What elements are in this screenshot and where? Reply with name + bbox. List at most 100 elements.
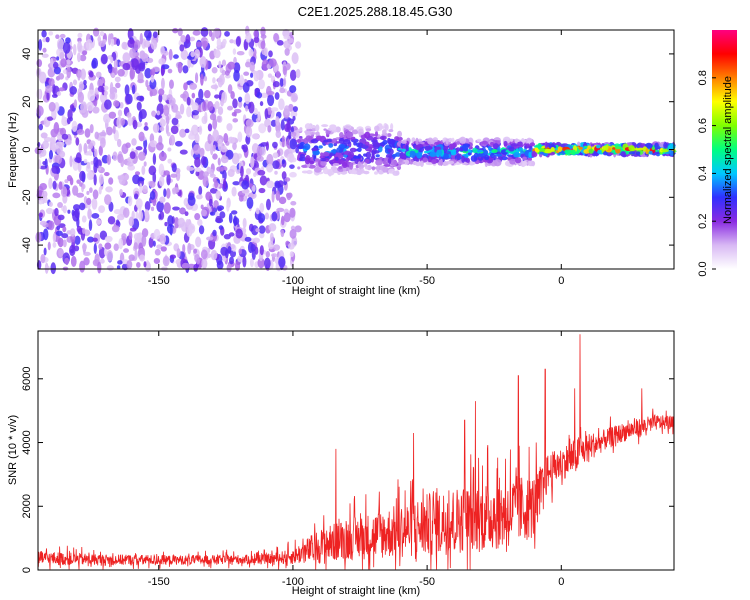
noise-blob xyxy=(100,95,105,101)
noise-blob xyxy=(232,118,239,123)
noise-blob xyxy=(172,206,180,211)
signal-blob xyxy=(405,144,409,152)
noise-blob xyxy=(87,208,92,220)
noise-blob xyxy=(220,145,227,153)
noise-blob xyxy=(218,60,222,69)
noise-blob xyxy=(76,216,80,228)
noise-blob xyxy=(66,175,73,182)
noise-blob xyxy=(248,48,254,58)
noise-blob xyxy=(292,106,298,112)
noise-blob xyxy=(133,41,139,52)
noise-blob xyxy=(116,138,122,148)
noise-blob xyxy=(104,99,112,110)
snr-x-label: Height of straight line (km) xyxy=(292,585,420,597)
noise-blob xyxy=(120,117,126,126)
noise-blob xyxy=(70,255,77,268)
noise-blob xyxy=(212,229,217,237)
signal-blob xyxy=(320,152,324,157)
noise-blob xyxy=(290,131,297,137)
noise-blob xyxy=(251,158,255,165)
noise-blob xyxy=(283,40,291,49)
noise-blob xyxy=(169,79,174,90)
signal-blob xyxy=(398,158,403,163)
signal-blob xyxy=(450,150,457,156)
noise-blob xyxy=(92,27,100,37)
noise-blob xyxy=(224,249,229,259)
noise-blob xyxy=(106,154,112,165)
noise-blob xyxy=(286,153,295,163)
signal-blob xyxy=(364,158,370,164)
noise-blob xyxy=(264,257,271,270)
signal-blob xyxy=(446,160,455,165)
noise-blob xyxy=(261,47,267,56)
noise-blob xyxy=(199,56,207,68)
signal-blob xyxy=(583,148,590,154)
signal-blob xyxy=(329,161,334,165)
noise-blob xyxy=(257,257,265,269)
noise-blob xyxy=(94,148,98,158)
noise-blob xyxy=(64,179,69,184)
noise-blob xyxy=(232,142,237,151)
noise-blob xyxy=(175,169,181,182)
signal-blob xyxy=(401,140,407,144)
noise-blob xyxy=(92,237,98,242)
noise-blob xyxy=(159,233,167,245)
noise-blob xyxy=(76,129,85,135)
noise-blob xyxy=(167,68,173,74)
noise-blob xyxy=(266,90,275,96)
noise-blob xyxy=(45,207,54,215)
noise-blob xyxy=(235,169,241,175)
noise-blob xyxy=(163,202,171,214)
noise-blob xyxy=(167,147,172,152)
noise-blob xyxy=(223,133,229,144)
colorbar-tick-label: 0.8 xyxy=(697,70,709,85)
noise-blob xyxy=(168,97,176,106)
noise-blob xyxy=(294,225,302,233)
noise-blob xyxy=(86,161,91,169)
noise-blob xyxy=(165,188,171,199)
noise-blob xyxy=(83,257,90,266)
signal-blob xyxy=(484,154,490,161)
noise-blob xyxy=(92,189,99,200)
noise-blob xyxy=(69,104,75,111)
signal-blob xyxy=(332,162,340,167)
signal-blob xyxy=(528,151,532,158)
signal-blob xyxy=(387,157,392,165)
signal-blob xyxy=(352,155,361,159)
noise-blob xyxy=(56,56,60,61)
signal-blob xyxy=(314,166,322,173)
noise-blob xyxy=(189,82,198,90)
noise-blob xyxy=(177,27,183,37)
noise-blob xyxy=(150,206,155,212)
noise-blob xyxy=(41,30,47,38)
noise-blob xyxy=(150,74,155,83)
noise-blob xyxy=(115,82,121,89)
noise-blob xyxy=(78,143,83,154)
noise-blob xyxy=(179,149,188,155)
noise-blob xyxy=(42,228,49,241)
noise-blob xyxy=(116,116,123,129)
signal-blob xyxy=(357,161,362,168)
noise-blob xyxy=(167,158,173,164)
noise-blob xyxy=(97,85,105,93)
noise-blob xyxy=(143,161,147,167)
signal-blob xyxy=(315,124,320,132)
noise-blob xyxy=(69,86,77,95)
snr-ticks: -150 -100 -50 0 0 2000 4000 6000 xyxy=(21,331,674,588)
snr-x-tick-label: -150 xyxy=(148,576,170,588)
noise-blob xyxy=(242,82,250,93)
noise-blob xyxy=(104,235,113,243)
noise-blob xyxy=(42,140,50,150)
noise-blob xyxy=(46,90,50,101)
noise-blob xyxy=(230,243,236,250)
noise-blob xyxy=(194,213,201,221)
signal-blob xyxy=(304,157,311,165)
noise-blob xyxy=(245,32,252,43)
noise-blob xyxy=(82,50,88,56)
noise-blob xyxy=(128,231,133,241)
noise-blob xyxy=(267,73,273,78)
signal-blob xyxy=(323,128,327,131)
noise-blob xyxy=(74,235,81,245)
noise-blob xyxy=(230,91,235,100)
noise-blob xyxy=(36,105,44,117)
